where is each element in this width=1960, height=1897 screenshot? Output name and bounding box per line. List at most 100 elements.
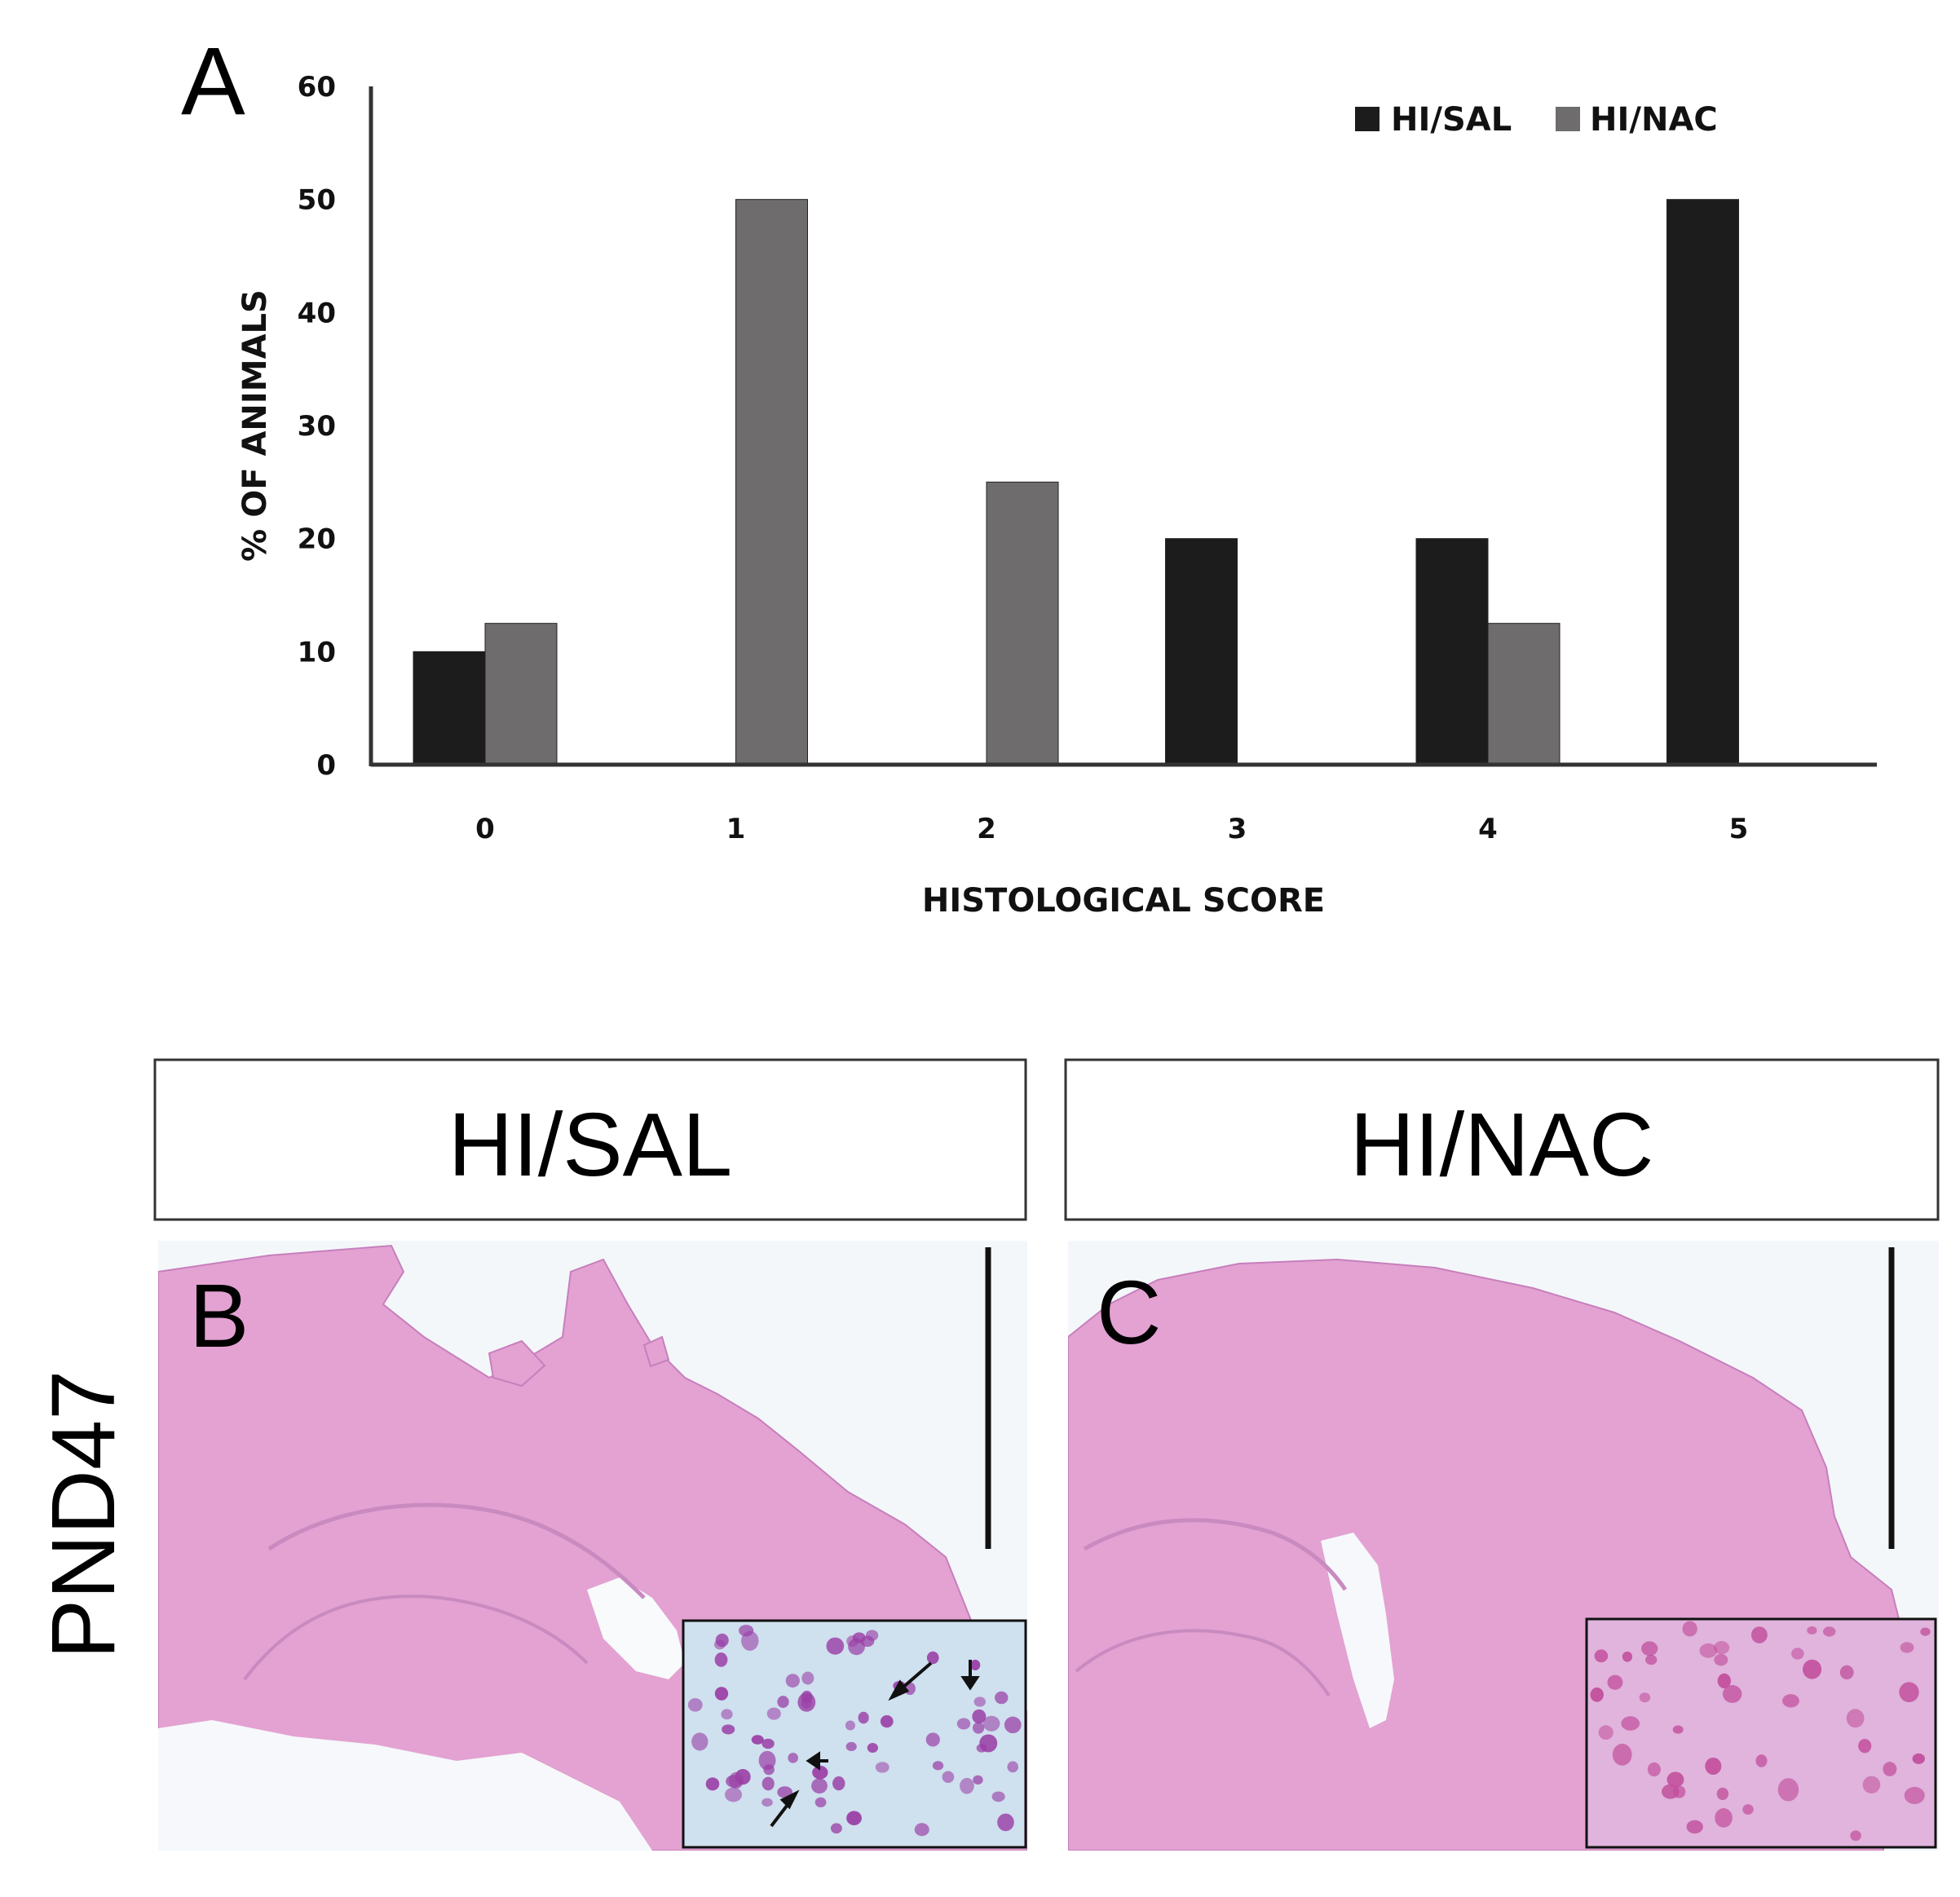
inset-b-cell-60 bbox=[973, 1696, 987, 1707]
arrow-4-head bbox=[779, 1789, 800, 1810]
inset-b-cell-37 bbox=[811, 1778, 828, 1794]
inset-b-cell-10 bbox=[932, 1761, 944, 1771]
legend-label-hi-sal: HI/SAL bbox=[1391, 101, 1512, 139]
inset-b-cell-40 bbox=[751, 1735, 764, 1745]
inset-b-cell-17 bbox=[812, 1765, 828, 1780]
y-tick-label-40: 40 bbox=[298, 297, 336, 329]
inset-c-cell-11 bbox=[1682, 1621, 1697, 1637]
legend-swatch-hi-sal bbox=[1355, 107, 1380, 131]
inset-b-cell-66 bbox=[714, 1687, 729, 1701]
inset-b-cell-45 bbox=[766, 1707, 781, 1720]
inset-c-cell-1 bbox=[1822, 1626, 1836, 1637]
inset-b-cell-61 bbox=[797, 1692, 816, 1712]
inset-b-cell-57 bbox=[925, 1732, 940, 1747]
inset-c-cell-24 bbox=[1791, 1648, 1804, 1660]
inset-b-cell-33 bbox=[846, 1811, 862, 1825]
x-tick-label-1: 1 bbox=[726, 813, 746, 845]
inset-c-cell-42 bbox=[1672, 1725, 1684, 1734]
inset-b-cell-68 bbox=[960, 1777, 974, 1794]
bar-hi-sal-score-3 bbox=[1165, 538, 1238, 765]
x-tick-label-4: 4 bbox=[1478, 813, 1498, 845]
inset-b-cell-52 bbox=[729, 1771, 744, 1789]
inset-c-cell-8 bbox=[1742, 1804, 1754, 1815]
bar-hi-nac-score-4 bbox=[1487, 623, 1560, 765]
inset-b-cell-30 bbox=[713, 1639, 726, 1650]
inset-b-cell-9 bbox=[972, 1722, 985, 1734]
inset-c-cell-12 bbox=[1598, 1725, 1613, 1740]
legend-label-hi-nac: HI/NAC bbox=[1590, 101, 1718, 139]
inset-c-cell-44 bbox=[1705, 1757, 1722, 1776]
y-tick-labels: 0 10 20 30 40 50 60 bbox=[298, 71, 336, 782]
inset-b-cell-32 bbox=[858, 1711, 869, 1724]
x-tick-label-2: 2 bbox=[977, 813, 996, 845]
inset-c-cell-14 bbox=[1904, 1786, 1925, 1804]
inset-b-cell-49 bbox=[777, 1696, 789, 1709]
inset-c-cell-41 bbox=[1755, 1754, 1768, 1767]
x-tick-label-0: 0 bbox=[475, 813, 495, 845]
inset-b-cell-63 bbox=[785, 1674, 800, 1688]
inset-c-cell-21 bbox=[1622, 1651, 1633, 1662]
inset-c-cell-2 bbox=[1607, 1674, 1623, 1690]
inset-b-cell-18 bbox=[687, 1698, 703, 1712]
inset-c-cell-22 bbox=[1807, 1626, 1817, 1635]
inset-c-cell-9 bbox=[1661, 1784, 1680, 1799]
panel-b-inset-frame bbox=[682, 1619, 1027, 1849]
inset-c-cell-23 bbox=[1920, 1627, 1931, 1636]
inset-c-cell-3 bbox=[1900, 1642, 1914, 1653]
x-tick-label-5: 5 bbox=[1729, 813, 1749, 845]
inset-c-cell-28 bbox=[1777, 1778, 1799, 1802]
inset-c-cell-30 bbox=[1717, 1673, 1731, 1689]
inset-c-cell-35 bbox=[1850, 1830, 1861, 1842]
inset-b-cell-46 bbox=[705, 1777, 720, 1791]
inset-b-cell-19 bbox=[1004, 1716, 1022, 1734]
inset-b-cell-47 bbox=[721, 1709, 733, 1720]
inset-c-cell-29 bbox=[1647, 1762, 1661, 1777]
inset-b-cell-0 bbox=[845, 1741, 857, 1752]
inset-c-cell-40 bbox=[1612, 1743, 1632, 1766]
inset-c-cell-4 bbox=[1639, 1692, 1651, 1703]
inset-b-cell-58 bbox=[714, 1652, 728, 1667]
header-label-right: HI/NAC bbox=[1350, 1095, 1654, 1195]
y-tick-label-30: 30 bbox=[298, 410, 336, 443]
inset-c-cell-37 bbox=[1645, 1654, 1658, 1665]
inset-b-cell-42 bbox=[761, 1776, 775, 1791]
bar-hi-nac-score-1 bbox=[735, 199, 808, 765]
panel-c-hippocampal-layer-2 bbox=[1075, 1629, 1331, 1697]
inset-b-cell-28 bbox=[832, 1776, 845, 1791]
y-tick-label-60: 60 bbox=[298, 71, 336, 104]
header-box-left bbox=[153, 1058, 1027, 1221]
inset-b-cell-34 bbox=[972, 1709, 987, 1724]
inset-c-cell-17 bbox=[1782, 1694, 1799, 1708]
panel-c-micrograph: C bbox=[1068, 1241, 1939, 1851]
inset-b-cell-43 bbox=[814, 1797, 827, 1807]
inset-c-cell-39 bbox=[1641, 1641, 1658, 1657]
inset-b-cell-23 bbox=[691, 1732, 709, 1751]
inset-b-cell-14 bbox=[926, 1651, 939, 1665]
header-hi-nac: HI/NAC bbox=[1064, 1058, 1940, 1221]
panel-b-inset-cells bbox=[687, 1625, 1022, 1837]
bar-chart: 0 10 20 30 40 50 60 0 1 2 3 4 5 % OF ANIMALS HISTOL… bbox=[236, 71, 1877, 920]
inset-b-cell-22 bbox=[761, 1798, 773, 1807]
bar-hi-sal-score-0 bbox=[413, 651, 486, 765]
inset-c-cell-15 bbox=[1715, 1808, 1733, 1828]
panel-a: A 0 10 20 30 40 50 60 0 1 2 3 4 5 % OF ANIMALS HIST… bbox=[181, 28, 1877, 920]
panel-b-hippocampal-layer bbox=[267, 1502, 646, 1599]
inset-b-cell-36 bbox=[826, 1637, 845, 1655]
inset-c-cell-19 bbox=[1912, 1753, 1926, 1764]
panel-c-inset-cells bbox=[1590, 1621, 1931, 1842]
bar-hi-sal-score-5 bbox=[1666, 199, 1739, 765]
inset-b-cell-51 bbox=[991, 1791, 1005, 1802]
panel-c-inset-frame bbox=[1585, 1617, 1937, 1849]
inset-c-cell-27 bbox=[1594, 1649, 1609, 1663]
inset-c-cell-36 bbox=[1714, 1653, 1728, 1666]
panel-b-tissue-fragment bbox=[488, 1339, 546, 1387]
inset-b-cell-25 bbox=[801, 1671, 814, 1685]
inset-c-cell-38 bbox=[1699, 1643, 1718, 1658]
y-tick-label-10: 10 bbox=[298, 636, 336, 668]
panel-c-inset bbox=[1585, 1617, 1937, 1849]
inset-c-cell-10 bbox=[1621, 1716, 1640, 1731]
inset-c-cell-13 bbox=[1846, 1709, 1865, 1728]
inset-b-cell-26 bbox=[739, 1625, 754, 1637]
inset-c-cell-33 bbox=[1858, 1739, 1872, 1754]
